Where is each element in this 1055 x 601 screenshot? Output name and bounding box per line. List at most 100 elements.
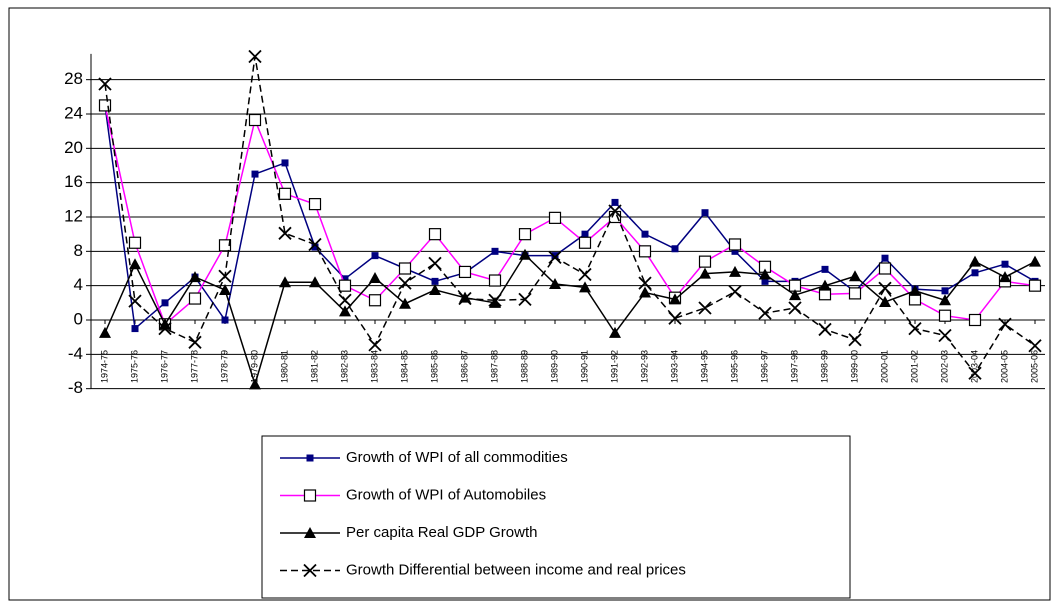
marker [581,230,589,238]
marker [219,283,231,295]
marker [429,283,441,295]
marker [339,305,351,317]
marker [131,325,139,333]
y-tick-label: 24 [64,103,83,122]
marker [578,236,592,249]
marker [879,295,891,307]
marker [728,285,742,299]
y-tick-label: 0 [74,309,83,328]
x-tick-label: 1976-77 [159,350,169,383]
marker [761,277,769,285]
marker [1029,255,1041,267]
marker [128,236,142,249]
marker [489,296,501,308]
marker [371,252,379,260]
x-tick-label: 1984-85 [399,350,409,383]
marker [281,159,289,167]
marker [278,226,292,240]
marker [369,271,381,283]
marker [848,333,862,347]
x-tick-label: 1993-94 [669,350,679,383]
marker [729,265,741,277]
marker [308,198,322,211]
marker [639,286,651,298]
legend-marker [304,527,316,538]
x-tick-label: 2001-02 [909,350,919,383]
marker [1028,339,1042,353]
marker [458,291,472,306]
marker [998,317,1012,331]
x-tick-label: 1992-93 [639,350,649,383]
marker [698,301,712,315]
legend-marker [306,454,314,462]
marker [701,209,709,217]
y-tick-label: -4 [68,344,83,363]
x-tick-label: 1998-99 [819,350,829,383]
marker [518,228,532,241]
x-tick-label: 2000-01 [879,350,889,383]
y-tick-label: 28 [64,69,83,88]
marker [1028,279,1042,292]
y-tick-label: 20 [64,138,83,157]
marker [309,276,321,288]
x-tick-label: 1979-80 [249,350,259,383]
marker [368,338,382,352]
marker [98,77,112,91]
marker [698,255,712,268]
marker [98,99,112,112]
legend-label: Growth of WPI of all commodities [346,449,568,466]
marker [338,279,352,292]
marker [488,293,502,307]
marker [129,258,141,270]
marker [941,287,949,295]
marker [848,287,862,300]
marker [518,292,532,307]
marker [938,309,952,322]
x-tick-label: 1989-90 [549,350,559,383]
marker [818,322,832,337]
x-tick-label: 1982-83 [339,350,349,383]
marker [731,247,739,255]
marker [578,267,592,282]
marker [428,256,442,270]
marker [611,198,619,206]
marker [188,335,202,349]
legend-label: Growth of WPI of Automobiles [346,486,546,503]
marker [669,293,681,305]
marker [971,269,979,277]
marker [491,247,499,255]
x-tick-label: 1995-96 [729,350,739,383]
marker [218,239,232,252]
marker [849,270,861,282]
x-tick-label: 1981-82 [309,350,319,383]
x-tick-label: 1996-97 [759,350,769,383]
x-tick-label: 1988-89 [519,350,529,383]
marker [459,291,471,303]
marker [819,279,831,291]
marker [579,281,591,293]
marker [638,276,652,290]
x-tick-label: 1994-95 [699,350,709,383]
marker [938,328,952,343]
marker [968,366,982,380]
marker [939,294,951,306]
marker [608,204,622,218]
marker [969,255,981,267]
marker [251,170,259,178]
x-tick-label: 1987-88 [489,350,499,383]
legend-box [261,435,851,599]
marker [368,294,382,307]
marker [428,228,442,241]
x-tick-label: 1991-92 [609,350,619,383]
x-tick-label: 1986-87 [459,350,469,383]
x-tick-label: 1983-84 [369,350,379,383]
marker [789,289,801,301]
marker [821,265,829,273]
legend-marker [303,489,317,502]
marker [908,321,922,336]
legend-label: Growth Differential between income and r… [346,561,686,578]
x-tick-label: 1999-00 [849,350,859,383]
marker [878,281,892,295]
marker [399,297,411,309]
